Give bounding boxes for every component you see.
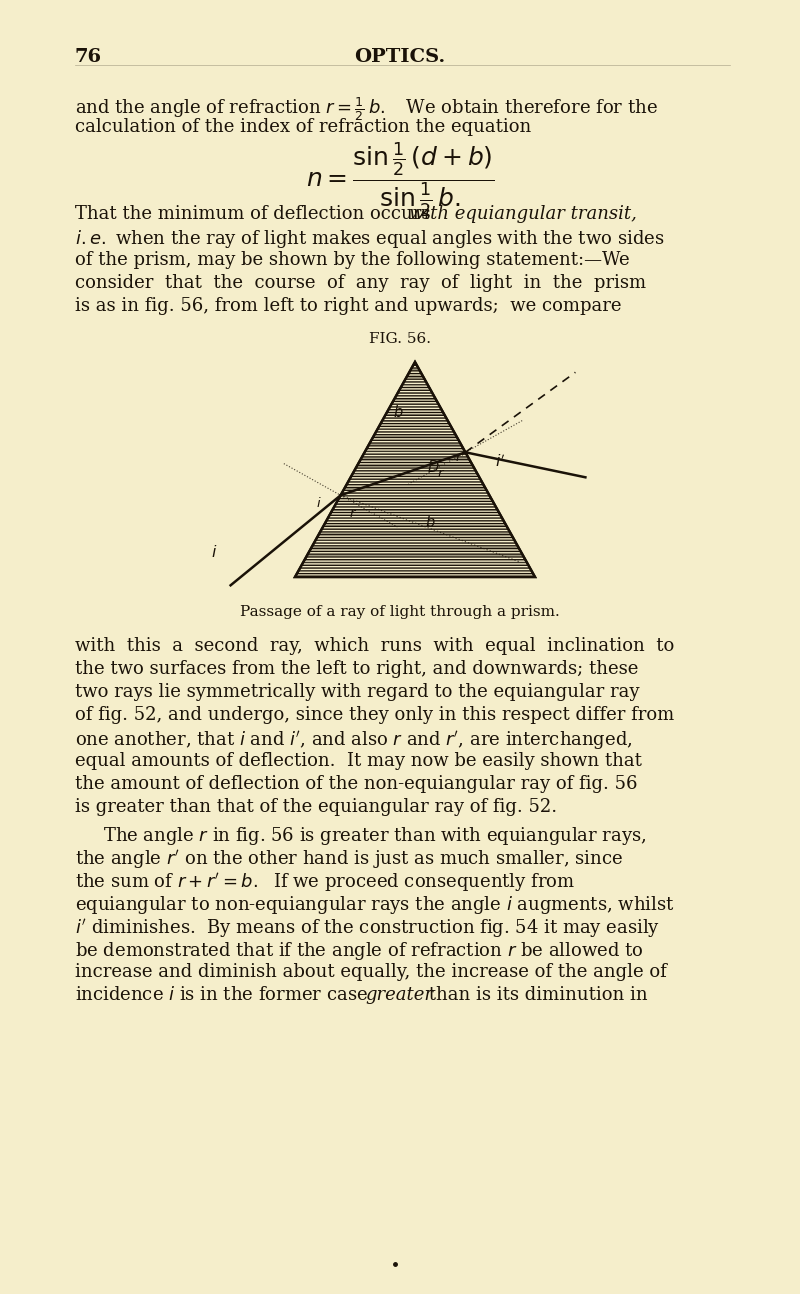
- Text: with  this  a  second  ray,  which  runs  with  equal  inclination  to: with this a second ray, which runs with …: [75, 637, 674, 655]
- Text: greater: greater: [365, 986, 433, 1004]
- Text: the angle $r'$ on the other hand is just as much smaller, since: the angle $r'$ on the other hand is just…: [75, 848, 623, 871]
- Text: the amount of deflection of the non-equiangular ray of fig. 56: the amount of deflection of the non-equi…: [75, 775, 638, 793]
- Text: OPTICS.: OPTICS.: [354, 48, 446, 66]
- Text: is as in fig. 56, from left to right and upwards;  we compare: is as in fig. 56, from left to right and…: [75, 298, 622, 314]
- Text: with equiangular transit,: with equiangular transit,: [409, 204, 637, 223]
- Text: is greater than that of the equiangular ray of fig. 52.: is greater than that of the equiangular …: [75, 798, 557, 817]
- Text: That the minimum of deflection occurs: That the minimum of deflection occurs: [75, 204, 436, 223]
- Text: than is its diminution in: than is its diminution in: [423, 986, 648, 1004]
- Text: equiangular to non-equiangular rays the angle $i$ augments, whilst: equiangular to non-equiangular rays the …: [75, 894, 674, 916]
- Text: $i.e.$ when the ray of light makes equal angles with the two sides: $i.e.$ when the ray of light makes equal…: [75, 228, 665, 250]
- Polygon shape: [295, 362, 535, 577]
- Text: $r$: $r$: [349, 507, 357, 520]
- Text: $n = \dfrac{\sin \frac{1}{2}\,(d + b)}{\sin \frac{1}{2}\, b.}$: $n = \dfrac{\sin \frac{1}{2}\,(d + b)}{\…: [306, 140, 494, 219]
- Text: be demonstrated that if the angle of refraction $r$ be allowed to: be demonstrated that if the angle of ref…: [75, 939, 643, 961]
- Text: consider  that  the  course  of  any  ray  of  light  in  the  prism: consider that the course of any ray of l…: [75, 274, 646, 292]
- Text: $r'$: $r'$: [455, 450, 466, 465]
- Text: $i'$: $i'$: [495, 454, 506, 471]
- Text: increase and diminish about equally, the increase of the angle of: increase and diminish about equally, the…: [75, 963, 666, 981]
- Text: $r$: $r$: [438, 467, 446, 480]
- Text: 76: 76: [75, 48, 102, 66]
- Text: Passage of a ray of light through a prism.: Passage of a ray of light through a pris…: [240, 606, 560, 619]
- Text: and the angle of refraction $r = \frac{1}{2}\,b.$   We obtain therefore for the: and the angle of refraction $r = \frac{1…: [75, 94, 658, 123]
- Text: $i$: $i$: [210, 543, 217, 562]
- Text: The angle $r$ in fig. 56 is greater than with equiangular rays,: The angle $r$ in fig. 56 is greater than…: [103, 826, 646, 848]
- Text: the sum of $r + r' = b.$  If we proceed consequently from: the sum of $r + r' = b.$ If we proceed c…: [75, 871, 575, 894]
- Text: $D$: $D$: [427, 459, 439, 475]
- Text: the two surfaces from the left to right, and downwards; these: the two surfaces from the left to right,…: [75, 660, 638, 678]
- Text: $b$: $b$: [425, 514, 435, 531]
- Text: one another, that $i$ and $i'$, and also $r$ and $r'$, are interchanged,: one another, that $i$ and $i'$, and also…: [75, 729, 633, 752]
- Text: incidence $i$ is in the former case: incidence $i$ is in the former case: [75, 986, 369, 1004]
- Text: two rays lie symmetrically with regard to the equiangular ray: two rays lie symmetrically with regard t…: [75, 683, 639, 701]
- Text: $i'$ diminishes.  By means of the construction fig. 54 it may easily: $i'$ diminishes. By means of the constru…: [75, 917, 660, 939]
- Text: $i$: $i$: [315, 496, 322, 510]
- Text: equal amounts of deflection.  It may now be easily shown that: equal amounts of deflection. It may now …: [75, 752, 642, 770]
- Text: of fig. 52, and undergo, since they only in this respect differ from: of fig. 52, and undergo, since they only…: [75, 707, 674, 725]
- Text: calculation of the index of refraction the equation: calculation of the index of refraction t…: [75, 118, 531, 136]
- Text: FIG. 56.: FIG. 56.: [369, 333, 431, 345]
- Text: of the prism, may be shown by the following statement:—We: of the prism, may be shown by the follow…: [75, 251, 630, 269]
- Text: $b$: $b$: [393, 404, 403, 421]
